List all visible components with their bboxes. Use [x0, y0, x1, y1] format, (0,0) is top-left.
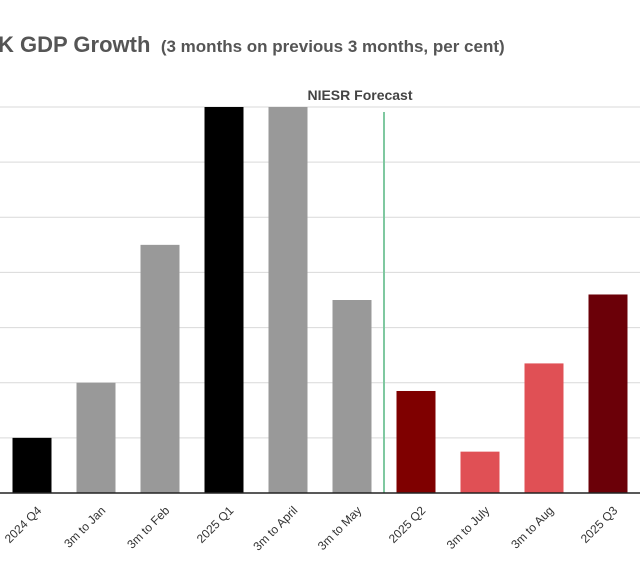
bars: [12, 107, 628, 493]
x-tick-label: 3m to July: [444, 503, 493, 552]
bar-2025-q1: [204, 107, 244, 493]
bar-2025-q3: [588, 294, 628, 493]
x-tick-label: 3m to Jan: [61, 503, 108, 550]
forecast-label: NIESR Forecast: [307, 87, 412, 103]
bar-2025-q2: [396, 390, 436, 493]
bar-2024-q4: [12, 437, 52, 493]
x-tick-label: 3m to Aug: [508, 503, 556, 551]
x-tick-label: 2025 Q3: [578, 503, 621, 546]
x-tick-label: 2025 Q2: [386, 503, 429, 546]
bar-3m-to-feb: [140, 244, 180, 493]
chart-title-main: K GDP Growth: [0, 32, 150, 57]
x-tick-labels: 2024 Q4 3m to Jan 3m to Feb 2025 Q1 3m to Ap…: [2, 503, 621, 553]
x-tick-label: 3m to April: [250, 503, 300, 553]
bar-3m-to-aug: [524, 363, 564, 493]
x-tick-label: 2025 Q1: [194, 503, 237, 546]
x-tick-label: 2024 Q4: [2, 503, 45, 546]
bar-3m-to-april: [268, 107, 308, 493]
bar-3m-to-jan: [76, 382, 116, 493]
chart-subtitle: (3 months on previous 3 months, per cent…: [161, 37, 505, 56]
bar-3m-to-may: [332, 300, 372, 493]
x-tick-label: 3m to Feb: [124, 503, 172, 551]
bar-3m-to-july: [460, 451, 500, 493]
x-tick-label: 3m to May: [315, 503, 365, 553]
chart-title: K GDP Growth (3 months on previous 3 mon…: [0, 32, 505, 57]
